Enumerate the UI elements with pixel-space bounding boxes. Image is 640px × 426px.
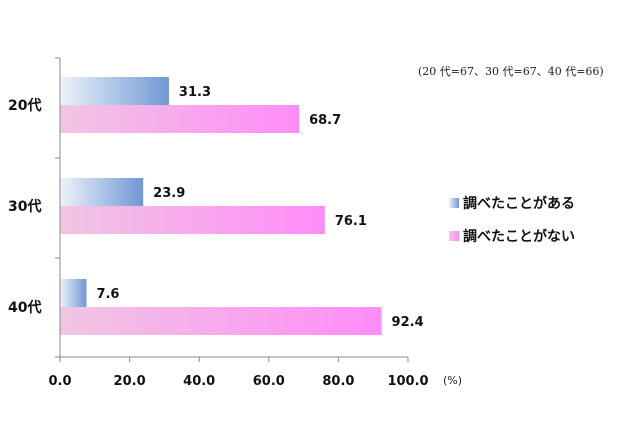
legend-label-series-2: 調べたことがない xyxy=(463,229,575,245)
x-tick-label-6: 100.0 xyxy=(387,374,428,389)
category-label-1: 20代 xyxy=(8,97,41,114)
x-tick-label-5: 80.0 xyxy=(322,374,354,389)
data-label-2-series-2: 76.1 xyxy=(335,214,367,229)
data-label-2-series-1: 23.9 xyxy=(153,186,185,201)
category-label-2: 30代 xyxy=(8,198,41,215)
bar-3-series-1 xyxy=(60,279,87,307)
bar-2-series-2 xyxy=(60,206,325,234)
data-label-3-series-2: 92.4 xyxy=(392,315,424,330)
bar-3-series-2 xyxy=(60,307,382,335)
data-label-1-series-2: 68.7 xyxy=(309,113,341,128)
sample-size-note: (20 代=67、30 代=67、40 代=66) xyxy=(418,65,604,78)
data-label-3-series-1: 7.6 xyxy=(96,287,119,302)
bars-layer xyxy=(60,77,382,335)
legend-label-series-1: 調べたことがある xyxy=(463,196,575,212)
data-label-1-series-1: 31.3 xyxy=(179,85,211,100)
bar-1-series-2 xyxy=(60,105,300,133)
category-label-3: 40代 xyxy=(8,299,41,316)
x-tick-label-2: 20.0 xyxy=(114,374,146,389)
legend-swatch-series-2 xyxy=(449,231,459,241)
legend-item-series-1: 調べたことがある xyxy=(449,193,575,213)
x-tick-label-4: 60.0 xyxy=(253,374,285,389)
axis-layer xyxy=(55,57,409,362)
legend-item-series-2: 調べたことがない xyxy=(449,226,575,246)
bar-1-series-1 xyxy=(60,77,169,105)
legend-swatch-series-1 xyxy=(449,198,459,208)
labels-layer: 31.3 68.7 20代 23.9 76.1 30代 7.6 92.4 40代 0.0 20.0 4… xyxy=(8,85,462,389)
x-tick-label-3: 40.0 xyxy=(183,374,215,389)
x-tick-label-1: 0.0 xyxy=(48,374,71,389)
bar-2-series-1 xyxy=(60,178,144,206)
x-axis-unit: (%) xyxy=(443,374,462,387)
